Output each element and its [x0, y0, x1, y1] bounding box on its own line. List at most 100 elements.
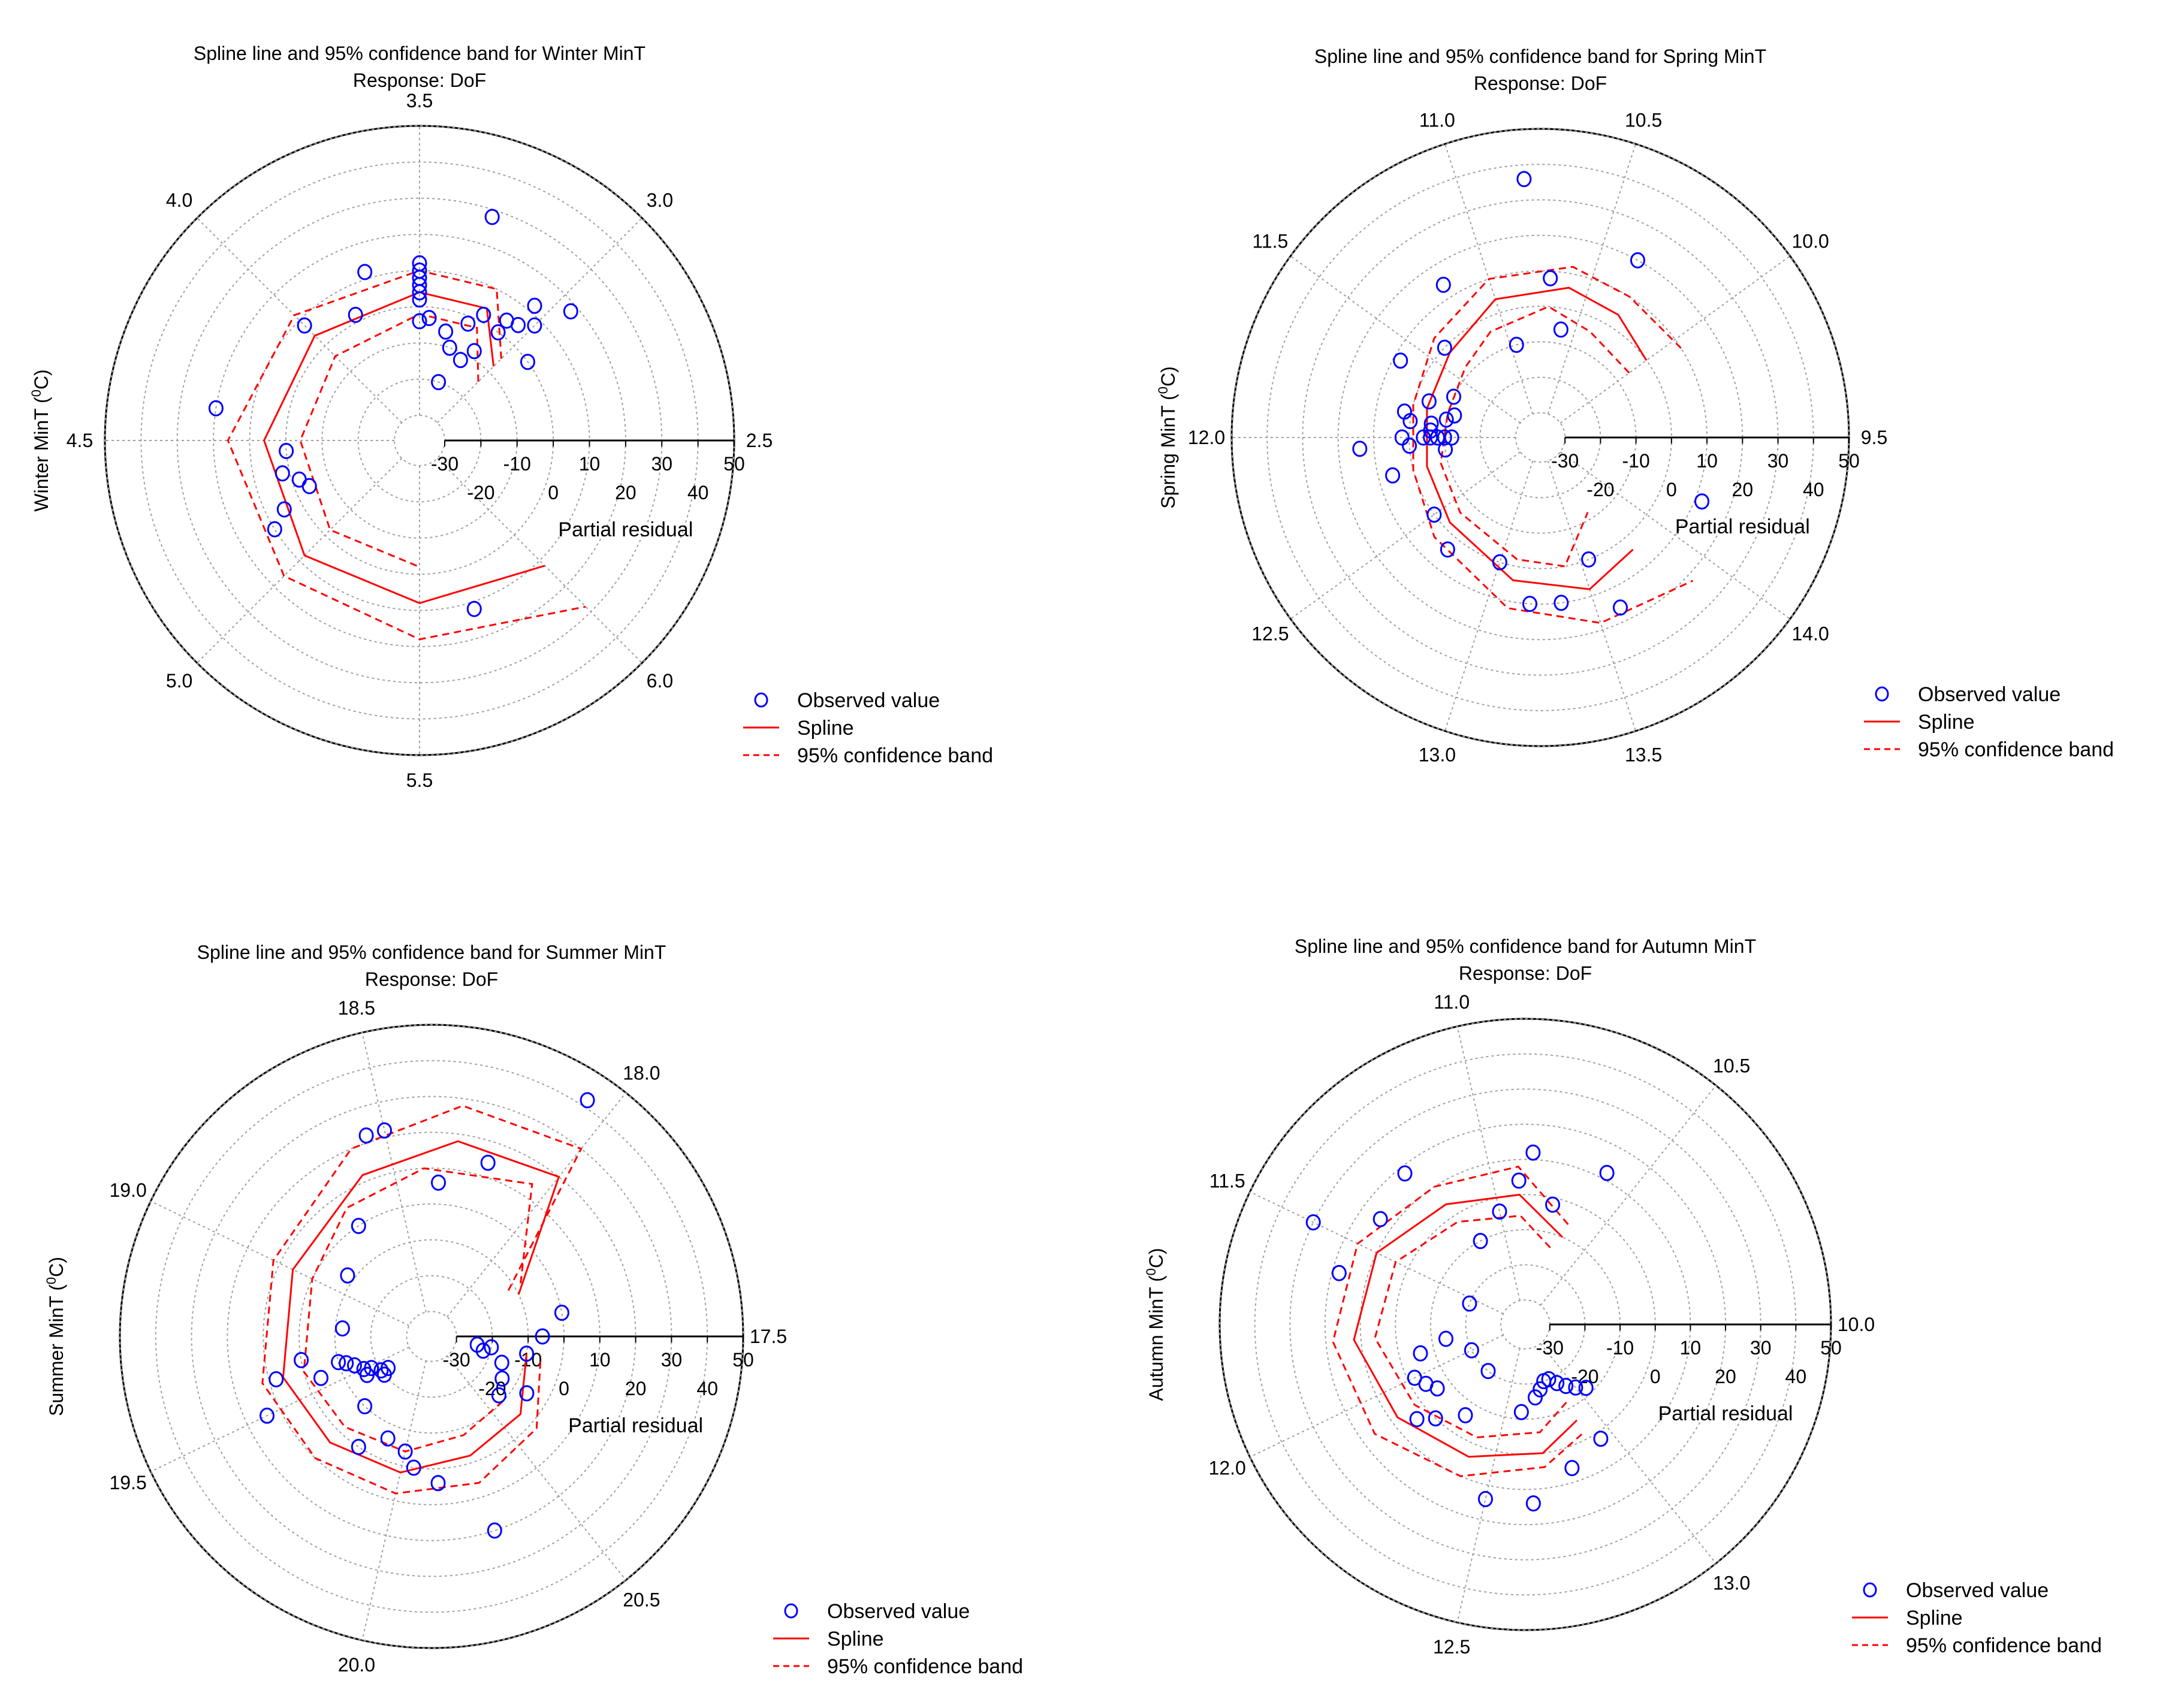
radial-tick-label: 0: [559, 1378, 569, 1399]
angular-tick-label: 10.5: [1625, 109, 1662, 131]
observed-point: [412, 284, 427, 301]
radial-tick-label: 50: [732, 1349, 754, 1371]
confidence-band-upper: [1332, 1165, 1585, 1477]
legend-spline-label: Spline: [1918, 711, 1975, 734]
angular-tick-label: 3.0: [647, 189, 673, 211]
angular-tick-label: 12.0: [1209, 1457, 1246, 1479]
legend-spline-label: Spline: [797, 717, 854, 740]
grid-spoke: [1547, 460, 1637, 732]
observed-point: [1511, 1172, 1527, 1189]
observed-point: [1528, 1389, 1543, 1406]
grid-spoke: [1456, 1026, 1521, 1301]
observed-point: [274, 465, 290, 482]
observed-point: [1402, 437, 1417, 454]
angular-tick-label: 10.0: [1838, 1314, 1875, 1335]
observed-point: [476, 306, 491, 323]
observed-point: [1599, 1164, 1615, 1181]
angular-tick-label: 14.0: [1791, 623, 1829, 644]
radial-tick-label: -20: [467, 482, 494, 503]
observed-point: [1429, 1380, 1445, 1397]
observed-point: [1568, 1379, 1583, 1396]
radial-tick-label: 10: [1696, 450, 1718, 472]
observed-point: [373, 1362, 389, 1379]
observed-point: [1397, 1165, 1413, 1182]
observed-point: [358, 1127, 374, 1144]
chart-subtitle: Response: DoF: [353, 70, 486, 91]
angular-tick-label: 11.5: [1209, 1170, 1245, 1191]
observed-point: [490, 324, 506, 340]
radial-tick-label: 40: [1803, 479, 1824, 500]
radial-tick-label: -10: [503, 453, 531, 475]
observed-point: [1492, 554, 1507, 571]
observed-point: [1413, 1345, 1428, 1362]
observed-point: [554, 1305, 569, 1321]
angular-tick-label: 10.0: [1791, 231, 1829, 252]
spline-line: [1426, 286, 1648, 590]
radial-tick-label: -10: [1606, 1337, 1634, 1359]
observed-point: [1438, 441, 1453, 458]
confidence-band-lower: [299, 313, 479, 568]
observed-point: [1438, 411, 1454, 428]
angular-tick-label: 5.0: [166, 670, 192, 692]
legend-observed-marker: [1875, 686, 1889, 702]
grid-spoke: [1540, 1343, 1717, 1564]
observed-point: [1522, 596, 1537, 612]
observed-point: [1440, 541, 1455, 558]
observed-point: [469, 1336, 485, 1353]
radial-tick-label: 30: [661, 1349, 683, 1371]
legend-band-label: 95% confidence band: [1906, 1634, 2102, 1657]
observed-point: [380, 1430, 396, 1447]
observed-point: [260, 1407, 274, 1424]
observed-point: [430, 1475, 446, 1492]
grid-spoke: [1290, 451, 1521, 620]
observed-point: [1578, 1380, 1594, 1396]
observed-point: [1438, 1330, 1453, 1347]
y-axis-title: Summer MinT (0C): [44, 1257, 67, 1416]
legend: Observed value Spline 95% confidence band: [773, 1600, 1023, 1678]
grid-spoke: [150, 1200, 409, 1326]
angular-tick-label: 5.5: [406, 769, 433, 791]
grid-spoke: [1290, 255, 1521, 424]
observed-point: [1437, 429, 1452, 446]
chart-panel-0: Spline line and 95% confidence band for …: [29, 43, 993, 791]
angular-tick-label: 6.0: [647, 670, 673, 692]
angular-tick-label: 18.0: [623, 1063, 660, 1084]
confidence-band-lower: [1440, 305, 1630, 568]
radial-tick-label: -30: [442, 1349, 470, 1371]
radial-tick-label: 50: [1820, 1337, 1842, 1359]
spline-line: [1353, 1193, 1578, 1458]
observed-point: [359, 1366, 375, 1383]
observed-point: [563, 303, 578, 319]
angular-tick-label: 12.0: [1188, 427, 1225, 448]
observed-point: [499, 312, 514, 329]
radial-tick-label: -30: [431, 453, 458, 475]
observed-point: [484, 1339, 499, 1356]
grid-spoke: [361, 1032, 427, 1312]
spline-line: [282, 1140, 560, 1474]
angular-tick-label: 18.5: [338, 997, 375, 1019]
observed-point: [527, 297, 542, 314]
angular-tick-label: 12.5: [1251, 623, 1289, 644]
observed-point: [1525, 1495, 1541, 1512]
observed-point: [347, 1357, 362, 1374]
observed-point: [412, 313, 427, 330]
observed-point: [1409, 1411, 1425, 1428]
observed-point: [466, 343, 482, 360]
angular-tick-label: 11.0: [1419, 109, 1455, 131]
confidence-band-upper: [261, 1104, 583, 1495]
angular-tick-label: 20.5: [623, 1589, 660, 1610]
radial-axis-title: Partial residual: [568, 1414, 703, 1437]
chart-title: Spline line and 95% confidence band for …: [1314, 46, 1766, 67]
legend-band-label: 95% confidence band: [1918, 738, 2114, 761]
chart-panel-3: Spline line and 95% confidence band for …: [1144, 935, 2102, 1658]
grid-spoke: [1250, 1334, 1504, 1458]
observed-point: [1516, 171, 1532, 188]
angular-tick-label: 17.5: [750, 1326, 787, 1347]
chart-subtitle: Response: DoF: [365, 968, 498, 990]
observed-point: [297, 317, 312, 334]
observed-point: [1464, 1342, 1479, 1359]
observed-point: [487, 1522, 502, 1539]
observed-point: [294, 1352, 309, 1368]
observed-point: [1421, 393, 1437, 410]
legend-observed-label: Observed value: [827, 1600, 970, 1623]
